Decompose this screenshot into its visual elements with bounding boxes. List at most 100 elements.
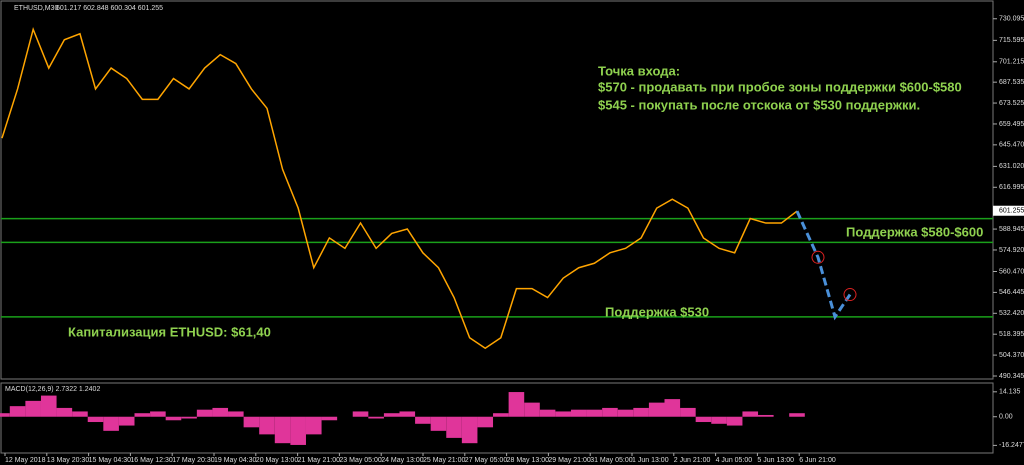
macd-bar bbox=[711, 416, 727, 424]
macd-bar bbox=[508, 392, 525, 417]
macd-bar bbox=[399, 411, 416, 417]
macd-bar bbox=[789, 413, 805, 417]
macd-bar bbox=[228, 411, 244, 417]
y-tick-label: -16.2477 bbox=[999, 442, 1024, 449]
forecast-point bbox=[843, 288, 857, 302]
x-tick-label: 25 May 21:00 bbox=[423, 457, 466, 464]
y-tick-label: 715.595 bbox=[999, 37, 1024, 44]
macd-bar bbox=[539, 409, 556, 417]
macd-bar bbox=[430, 416, 447, 431]
x-tick-label: 17 May 20:30 bbox=[172, 457, 215, 464]
macd-bar bbox=[352, 411, 369, 417]
y-tick-label: 490.345 bbox=[999, 373, 1024, 380]
x-tick-label: 19 May 04:30 bbox=[214, 457, 257, 464]
y-tick-label: 687.535 bbox=[999, 79, 1024, 86]
annotation: Капитализация ETHUSD: $61,40 bbox=[68, 324, 271, 339]
macd-bar bbox=[758, 414, 774, 417]
macd-bar bbox=[196, 409, 213, 417]
macd-bar bbox=[602, 407, 618, 417]
x-tick-label: 23 May 05:00 bbox=[339, 457, 382, 464]
macd-bar bbox=[648, 402, 665, 417]
x-tick-label: 2 Jun 21:00 bbox=[674, 457, 711, 464]
macd-bar bbox=[477, 416, 494, 428]
price-pane bbox=[0, 0, 994, 380]
macd-bar bbox=[72, 411, 88, 417]
last-price-box bbox=[993, 205, 1024, 216]
ohlc: 601.217 602.848 600.304 601.255 bbox=[56, 5, 163, 12]
y-tick-label: 532.420 bbox=[999, 310, 1024, 317]
forecast-point bbox=[811, 250, 825, 264]
macd-bar bbox=[181, 416, 197, 419]
macd-bar bbox=[617, 409, 634, 417]
macd-bar bbox=[212, 407, 229, 417]
macd-bar bbox=[633, 407, 649, 417]
macd-bar bbox=[446, 416, 462, 438]
macd-bar bbox=[321, 416, 338, 421]
macd-title: MACD(12,26,9) 2.7322 1.2402 bbox=[5, 386, 100, 393]
macd-bar bbox=[664, 399, 681, 417]
annotation: $570 - продавать при пробое зоны поддерж… bbox=[598, 79, 962, 94]
y-tick-label: 673.525 bbox=[999, 100, 1024, 107]
x-tick-label: 12 May 2018 bbox=[5, 457, 46, 464]
x-tick-label: 29 May 21:00 bbox=[548, 457, 591, 464]
y-tick-label: 504.370 bbox=[999, 352, 1024, 359]
macd-bar bbox=[524, 402, 540, 417]
macd-bar bbox=[56, 407, 73, 417]
y-tick-label: 518.395 bbox=[999, 331, 1024, 338]
y-tick-label: 659.495 bbox=[999, 121, 1024, 128]
x-tick-label: 15 May 04:30 bbox=[89, 457, 132, 464]
x-tick-label: 4 Jun 05:00 bbox=[716, 457, 753, 464]
annotation: Точка входа: bbox=[598, 63, 680, 78]
macd-bar bbox=[25, 400, 41, 417]
symbol-title: ETHUSD,M30 bbox=[14, 5, 58, 12]
x-tick-label: 1 Jun 13:00 bbox=[632, 457, 669, 464]
y-tick-label: 645.470 bbox=[999, 142, 1024, 149]
y-tick-label: 574.920 bbox=[999, 247, 1024, 254]
x-tick-label: 13 May 20:30 bbox=[47, 457, 90, 464]
macd-bar bbox=[570, 409, 587, 417]
macd-bar bbox=[742, 411, 759, 417]
x-tick-label: 24 May 13:00 bbox=[381, 457, 424, 464]
annotation: Поддержка $530 bbox=[605, 304, 709, 319]
macd-bar bbox=[9, 406, 26, 417]
y-tick-label: 631.020 bbox=[999, 163, 1024, 170]
y-tick-label: 588.945 bbox=[999, 226, 1024, 233]
macd-bar bbox=[290, 416, 306, 445]
macd-bar bbox=[150, 411, 166, 417]
macd-bar bbox=[259, 416, 275, 435]
y-tick-label: 616.995 bbox=[999, 184, 1024, 191]
y-tick-label: 546.445 bbox=[999, 289, 1024, 296]
macd-bar bbox=[0, 413, 10, 417]
macd-bar bbox=[383, 413, 400, 417]
macd-bar bbox=[493, 413, 509, 417]
y-tick-label: 560.470 bbox=[999, 268, 1024, 275]
x-tick-label: 28 May 13:00 bbox=[507, 457, 550, 464]
x-tick-label: 5 Jun 13:00 bbox=[757, 457, 794, 464]
forecast-line bbox=[795, 210, 852, 321]
macd-bar bbox=[555, 411, 571, 417]
macd-bar bbox=[368, 416, 384, 419]
macd-bar bbox=[695, 416, 712, 423]
macd-bar bbox=[274, 416, 291, 444]
macd-bar bbox=[243, 416, 260, 428]
macd-bar bbox=[305, 416, 322, 435]
macd-bar bbox=[461, 416, 478, 444]
macd-bar bbox=[118, 416, 135, 426]
annotation: $545 - покупать после отскока от $530 по… bbox=[598, 97, 920, 112]
macd-bar bbox=[415, 416, 431, 424]
price-line bbox=[1, 26, 798, 350]
macd-bar bbox=[87, 416, 104, 423]
x-tick-label: 20 May 13:00 bbox=[256, 457, 299, 464]
y-tick-label: 14.135 bbox=[999, 389, 1021, 396]
y-tick-label: 730.095 bbox=[999, 16, 1024, 23]
x-tick-label: 16 May 12:30 bbox=[130, 457, 173, 464]
x-tick-label: 27 May 05:00 bbox=[465, 457, 508, 464]
macd-bar bbox=[726, 416, 743, 426]
macd-bar bbox=[40, 395, 57, 417]
macd-pane bbox=[0, 382, 994, 454]
macd-bar bbox=[586, 409, 603, 417]
x-tick-label: 31 May 05:00 bbox=[590, 457, 633, 464]
x-tick-label: 6 Jun 21:00 bbox=[799, 457, 836, 464]
annotation: Поддержка $580-$600 bbox=[846, 224, 983, 239]
